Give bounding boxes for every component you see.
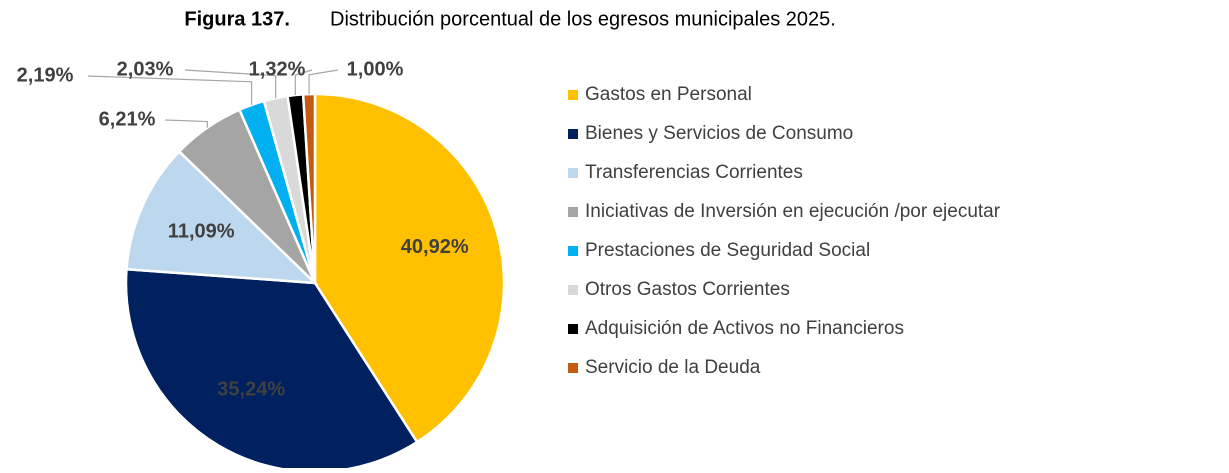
data-label: 35,24%	[217, 378, 285, 400]
data-label: 2,19%	[17, 64, 74, 86]
legend-label: Otros Gastos Corrientes	[585, 279, 790, 300]
data-label: 1,32%	[249, 58, 306, 80]
legend-swatch	[568, 207, 578, 217]
chart-title: Distribución porcentual de los egresos m…	[330, 8, 836, 30]
data-label: 1,00%	[347, 58, 404, 80]
legend-label: Iniciativas de Inversión en ejecución /p…	[585, 201, 1001, 222]
pie-slice	[125, 149, 319, 285]
legend-swatch	[568, 168, 578, 178]
leader-line	[184, 69, 277, 99]
legend-swatch	[568, 363, 578, 373]
data-label: 6,21%	[99, 108, 156, 130]
legend-label: Prestaciones de Seguridad Social	[585, 240, 870, 261]
data-label: 40,92%	[401, 236, 469, 258]
legend-label: Gastos en Personal	[585, 84, 752, 105]
legend-label: Bienes y Servicios de Consumo	[585, 123, 853, 144]
legend-swatch	[568, 90, 578, 100]
leader-line	[308, 69, 339, 95]
legend-swatch	[568, 285, 578, 295]
legend-swatch	[568, 129, 578, 139]
leader-line	[294, 69, 313, 96]
legend-label: Servicio de la Deuda	[585, 357, 761, 378]
legend-label: Adquisición de Activos no Financieros	[585, 318, 904, 339]
leader-line	[164, 119, 208, 128]
data-label: 11,09%	[168, 220, 235, 242]
legend-label: Transferencias Corrientes	[585, 162, 803, 183]
data-label: 2,03%	[117, 58, 174, 80]
pie-slice	[124, 267, 419, 473]
leader-line	[87, 75, 253, 105]
figure-label: Figura 137.	[184, 8, 290, 30]
legend-swatch	[568, 246, 578, 256]
legend-swatch	[568, 324, 578, 334]
